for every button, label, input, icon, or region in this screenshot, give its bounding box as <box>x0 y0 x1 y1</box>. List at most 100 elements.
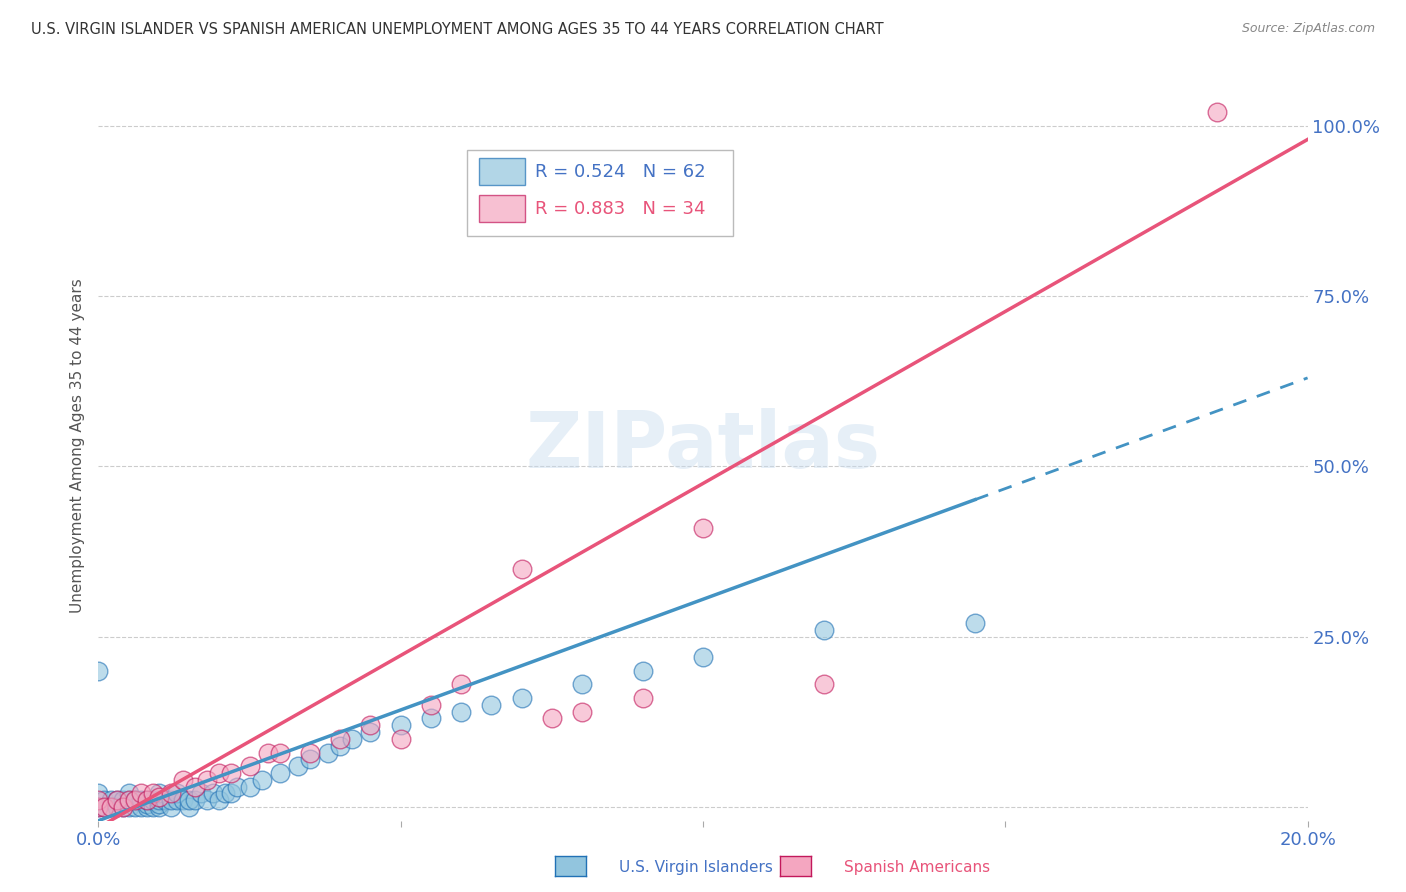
Point <box>142 800 165 814</box>
Point <box>160 786 183 800</box>
Point <box>87 786 110 800</box>
Point <box>129 793 152 807</box>
Point <box>190 786 212 800</box>
Point <box>631 664 654 678</box>
Point <box>208 766 231 780</box>
Point <box>135 793 157 807</box>
FancyBboxPatch shape <box>467 150 734 236</box>
Text: U.S. VIRGIN ISLANDER VS SPANISH AMERICAN UNEMPLOYMENT AMONG AGES 35 TO 44 YEARS : U.S. VIRGIN ISLANDER VS SPANISH AMERICAN… <box>31 22 883 37</box>
Point <box>87 800 110 814</box>
Point <box>179 793 201 807</box>
Point <box>87 800 110 814</box>
Point <box>195 772 218 787</box>
Point <box>87 793 110 807</box>
Point <box>111 800 134 814</box>
Text: Source: ZipAtlas.com: Source: ZipAtlas.com <box>1241 22 1375 36</box>
Point <box>93 800 115 814</box>
Text: R = 0.524   N = 62: R = 0.524 N = 62 <box>534 162 706 181</box>
FancyBboxPatch shape <box>479 195 526 222</box>
Point <box>239 759 262 773</box>
Point <box>93 800 115 814</box>
Point <box>105 800 128 814</box>
Point <box>105 793 128 807</box>
Point <box>813 623 835 637</box>
Point <box>135 800 157 814</box>
Point <box>1206 105 1229 120</box>
Point <box>142 786 165 800</box>
Point <box>160 800 183 814</box>
Point <box>172 772 194 787</box>
Point <box>450 705 472 719</box>
Point <box>510 691 533 706</box>
Point <box>100 800 122 814</box>
Point <box>184 780 207 794</box>
Point <box>239 780 262 794</box>
Point <box>226 780 249 794</box>
Text: U.S. Virgin Islanders: U.S. Virgin Islanders <box>619 860 772 874</box>
Point <box>93 793 115 807</box>
Y-axis label: Unemployment Among Ages 35 to 44 years: Unemployment Among Ages 35 to 44 years <box>69 278 84 614</box>
Point <box>389 718 412 732</box>
Point <box>250 772 273 787</box>
Point <box>195 793 218 807</box>
Point <box>631 691 654 706</box>
Point <box>813 677 835 691</box>
Point <box>179 800 201 814</box>
Point <box>510 561 533 575</box>
Point <box>148 789 170 804</box>
Point <box>184 793 207 807</box>
Text: ZIPatlas: ZIPatlas <box>526 408 880 484</box>
Point <box>124 793 146 807</box>
Point <box>166 786 188 800</box>
Point <box>111 793 134 807</box>
Point <box>221 786 243 800</box>
Point <box>118 800 141 814</box>
Point <box>129 800 152 814</box>
Point <box>481 698 503 712</box>
Point <box>214 786 236 800</box>
Text: R = 0.883   N = 34: R = 0.883 N = 34 <box>534 200 706 219</box>
Point <box>208 793 231 807</box>
Point <box>287 759 309 773</box>
Point <box>166 793 188 807</box>
Point <box>124 793 146 807</box>
Point <box>329 731 352 746</box>
Point <box>172 793 194 807</box>
Point <box>118 793 141 807</box>
Point <box>360 718 382 732</box>
Point <box>148 793 170 807</box>
Point <box>105 793 128 807</box>
Point <box>221 766 243 780</box>
Point <box>142 793 165 807</box>
Point <box>129 786 152 800</box>
Point <box>100 800 122 814</box>
Point <box>965 616 987 631</box>
Point <box>202 786 225 800</box>
Point <box>256 746 278 760</box>
Point <box>540 711 562 725</box>
Point <box>269 766 291 780</box>
Point <box>420 698 443 712</box>
Point <box>692 650 714 665</box>
Point <box>148 797 170 811</box>
Point <box>342 731 364 746</box>
Point <box>571 677 593 691</box>
Point <box>299 746 322 760</box>
Point <box>389 731 412 746</box>
Text: Spanish Americans: Spanish Americans <box>844 860 990 874</box>
Point <box>269 746 291 760</box>
Point <box>124 800 146 814</box>
Point <box>111 800 134 814</box>
Point <box>329 739 352 753</box>
Point <box>692 521 714 535</box>
Point <box>571 705 593 719</box>
Point <box>148 786 170 800</box>
Point <box>100 793 122 807</box>
Point <box>135 793 157 807</box>
Point <box>118 786 141 800</box>
Point <box>118 793 141 807</box>
Point <box>160 793 183 807</box>
Point <box>135 797 157 811</box>
Point <box>360 725 382 739</box>
Point <box>153 793 176 807</box>
